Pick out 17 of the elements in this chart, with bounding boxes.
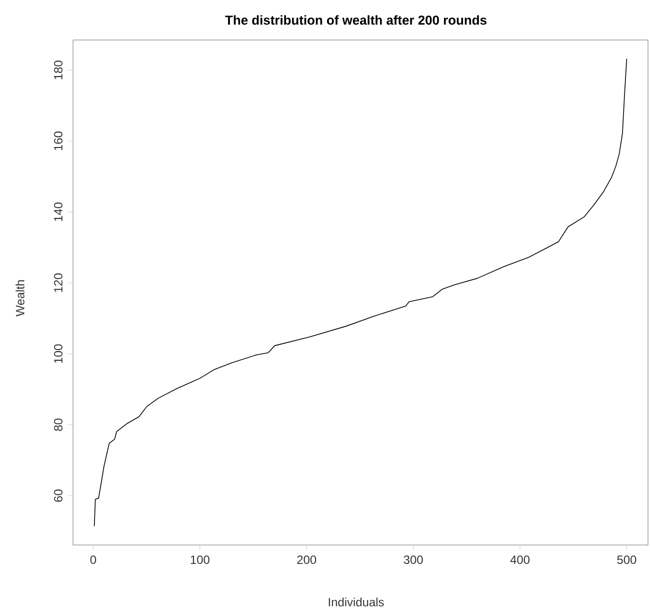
y-tick-label: 180 bbox=[54, 60, 62, 80]
x-tick-label: 0 bbox=[90, 556, 96, 564]
y-tick-label: 120 bbox=[54, 273, 62, 292]
x-tick-label: 100 bbox=[190, 556, 210, 564]
y-tick-label: 80 bbox=[54, 418, 62, 431]
y-tick-label: 160 bbox=[54, 132, 62, 150]
x-tick-label: 400 bbox=[510, 556, 530, 564]
x-tick-label: 300 bbox=[404, 556, 423, 564]
y-tick-label: 140 bbox=[54, 202, 62, 222]
x-tick-label: 200 bbox=[297, 556, 316, 564]
y-axis-title: Wealth bbox=[16, 280, 24, 316]
x-tick-label: 500 bbox=[617, 556, 636, 564]
y-tick-label: 100 bbox=[54, 344, 62, 363]
x-axis-title: Individuals bbox=[328, 598, 384, 606]
y-tick-label: 60 bbox=[54, 490, 62, 502]
line-series bbox=[94, 58, 628, 527]
chart-title: The distribution of wealth after 200 rounds bbox=[225, 15, 486, 25]
